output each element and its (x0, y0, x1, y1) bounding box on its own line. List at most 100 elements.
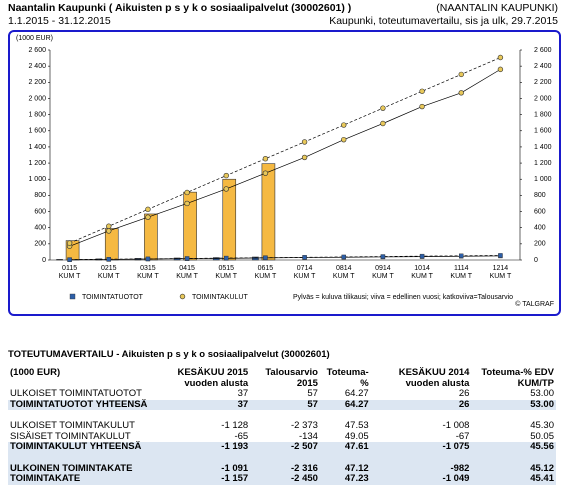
table-cell: 45.30 (530, 420, 554, 431)
column-header: Talousarvio 2015 (265, 367, 318, 389)
y2-tick-label: 2 000 (534, 95, 552, 102)
marker (223, 172, 229, 179)
y2-tick-label: 800 (534, 192, 546, 199)
table-cell: -67 (455, 430, 470, 442)
legend-marker (69, 293, 76, 300)
legend-label: TOIMINTAKULUT (192, 294, 248, 301)
line (69, 255, 501, 260)
marker (145, 256, 151, 262)
y-tick-label: 1 600 (28, 128, 46, 135)
marker (341, 136, 347, 143)
marker (145, 214, 151, 220)
table-cell: 47.12 (319, 452, 371, 474)
x-tick-label: 0814 KUM T (333, 265, 355, 280)
table-cell: 45.41 (471, 473, 556, 485)
bar (222, 178, 237, 261)
table-cell: 57 (250, 399, 320, 410)
table-cell: ULKOINEN TOIMINTAKATE (8, 452, 150, 474)
x-tick-label: 0515 KUM T (215, 265, 237, 280)
table-row: SISÄISET TOIMINTAKULUT -65 -134 49.05 -67 50.… (8, 430, 556, 443)
x-tick-label: 1114 KUM T (450, 265, 472, 280)
marker (497, 66, 504, 73)
table-cell: -1 008 (442, 420, 470, 431)
table-cell: -65 (234, 430, 249, 442)
marker (459, 253, 464, 259)
bar (252, 256, 259, 261)
y-tick-label: 2 400 (28, 63, 46, 70)
line (69, 69, 501, 247)
credit: © TALGRAF (515, 300, 554, 308)
marker (497, 54, 504, 61)
x-tick-label: 0315 KUM T (137, 265, 159, 280)
table-row: ULKOISET TOIMINTAKULUT -1 128 -2 373 47.53 -… (8, 410, 556, 432)
column-header: Toteuma-% (326, 367, 369, 389)
table-cell: 37 (149, 399, 251, 410)
marker (419, 88, 425, 94)
bar (144, 213, 158, 261)
table-cell: 45.12 (471, 452, 556, 474)
table-cell: 45.56 (471, 441, 556, 453)
y-tick-label: 1 400 (28, 144, 46, 151)
marker (106, 228, 112, 234)
marker (419, 103, 425, 110)
bar (183, 191, 197, 261)
table-cell: 47.61 (319, 441, 371, 453)
y2-tick-label: 1 600 (534, 128, 552, 135)
y-tick-label: 0 (42, 257, 46, 264)
table-cell: 64.27 (344, 388, 369, 399)
legend-marker (179, 293, 186, 300)
y2-tick-label: 1 000 (534, 176, 552, 183)
report-title: Naantalin Kaupunki ( Aikuisten p s y k o… (8, 2, 352, 14)
table-cell: -1 075 (370, 441, 472, 453)
table-cell: 47.23 (319, 473, 371, 485)
column-header: KESÄKUU 2015 vuoden alusta (177, 367, 249, 389)
line (69, 255, 501, 261)
table-section: TOTEUTUMAVERTAILU - Aikuisten p s y k o … (8, 349, 556, 485)
marker (301, 139, 308, 145)
table-row: TOIMINTAKATE -1 157 -2 450 47.23 -1 049 45.41 (8, 473, 556, 485)
marker (458, 90, 464, 96)
y2-tick-label: 0 (534, 257, 538, 264)
marker (184, 256, 190, 261)
y2-tick-label: 1 200 (534, 160, 552, 167)
y2-tick-label: 1 800 (534, 111, 552, 118)
table-cell: -1 128 (221, 420, 249, 431)
unit-label: (1000 EUR) (16, 35, 53, 42)
y-tick-label: 1 200 (28, 160, 46, 167)
y-tick-label: 600 (34, 208, 46, 215)
table-row: TOIMINTATUOTOT YHTEENSÄ 37 57 64.27 26 53.00 (8, 399, 556, 410)
x-tick-label: 0115 KUM T (59, 265, 81, 280)
y2-tick-label: 2 600 (534, 47, 552, 54)
org: (NAANTALIN KAUPUNKI) (436, 2, 558, 14)
marker (106, 223, 112, 229)
y-tick-label: 2 200 (28, 79, 46, 86)
x-tick-label: 0615 KUM T (255, 265, 277, 280)
table: (1000 EUR) KESÄKUU 2015 vuoden alusta Talo… (8, 367, 556, 485)
bar (261, 163, 276, 261)
table-cell: ULKOISET TOIMINTAKULUT (10, 420, 135, 431)
table-cell: -982 (370, 452, 472, 474)
table-cell: 53.00 (530, 388, 554, 399)
y-tick-label: 1 000 (28, 176, 46, 183)
legend-label: TOIMINTATUOTOT (82, 294, 144, 301)
table-cell: 64.27 (319, 399, 371, 410)
chart-frame: (1000 EUR) 0 0 200 200 400 400 600 600 800 800 1 00… (8, 30, 561, 316)
bar (56, 259, 63, 261)
table-cell: 50.05 (530, 430, 554, 442)
marker (263, 255, 268, 260)
table-cell: 26 (370, 399, 472, 410)
bar (104, 228, 119, 261)
marker (106, 256, 111, 262)
marker (458, 71, 464, 78)
y-tick-label: 1 800 (28, 111, 46, 118)
report-name: Kaupunki, toteutumavertailu, sis ja ulk,… (329, 15, 558, 27)
table-cell: 26 (458, 388, 470, 399)
marker (380, 105, 386, 111)
y-tick-label: 2 600 (28, 47, 46, 54)
table-cell: -134 (298, 430, 318, 442)
x-tick-label: 0914 KUM T (372, 265, 394, 280)
marker (301, 154, 308, 161)
x-tick-label: 1214 KUM T (490, 265, 512, 280)
y2-tick-label: 200 (534, 241, 546, 248)
table-cell: ULKOISET TOIMINTATUOTOT (10, 388, 142, 399)
